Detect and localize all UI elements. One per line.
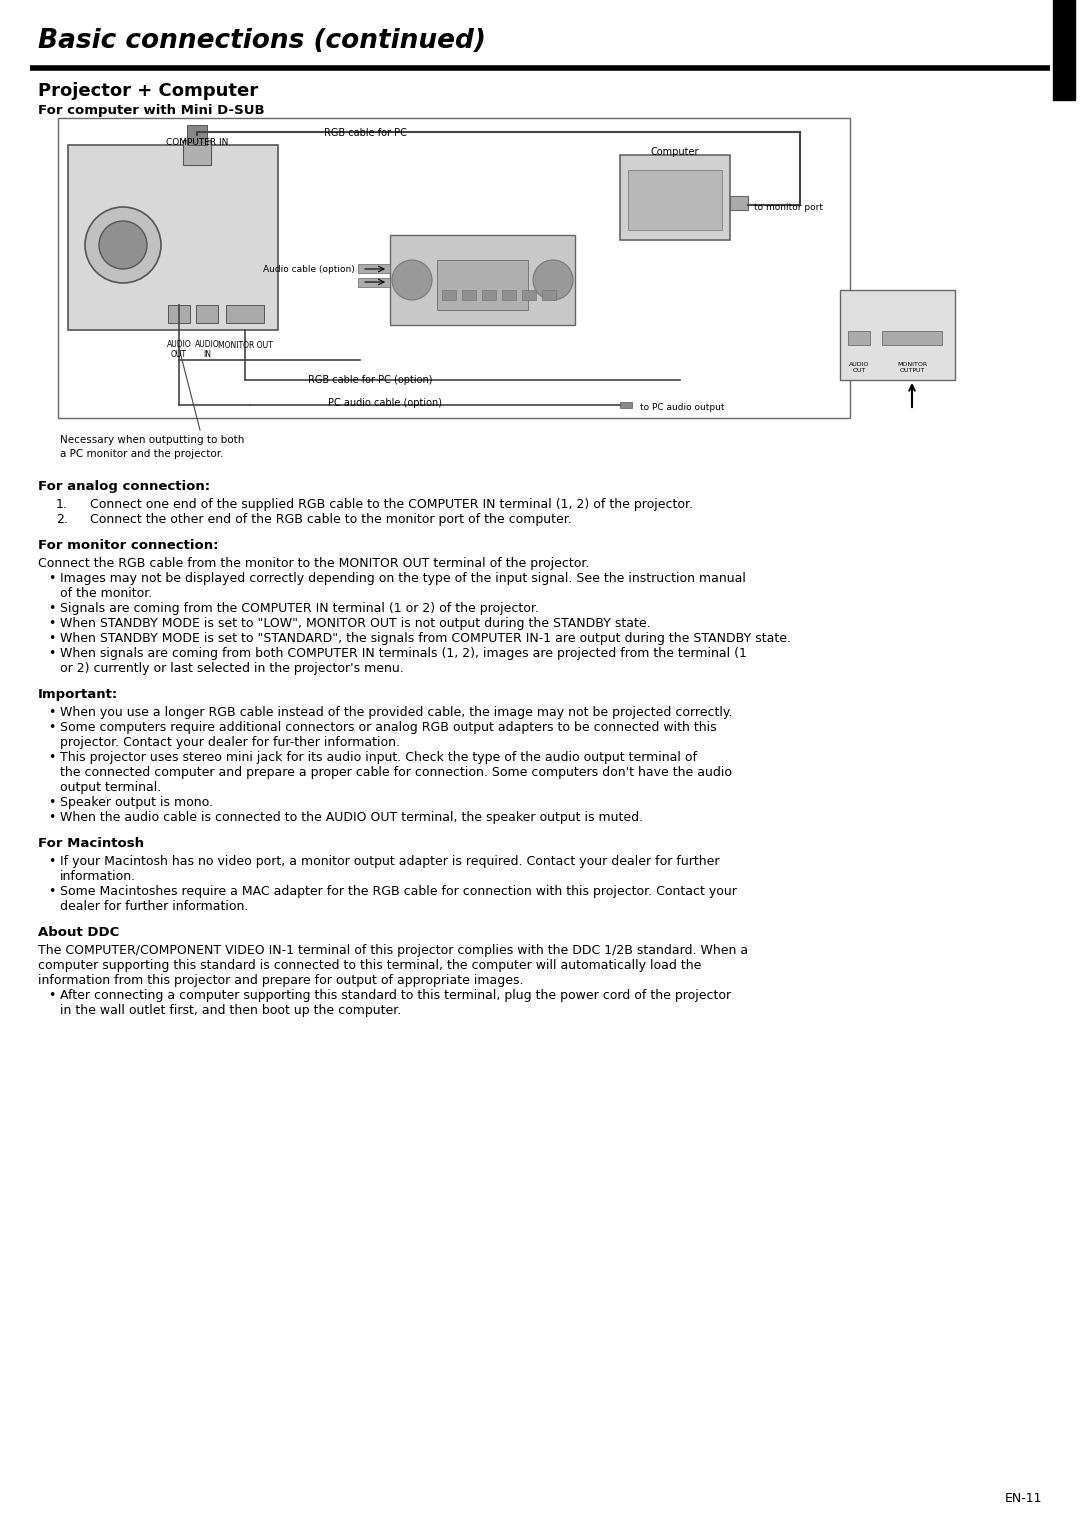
Text: After connecting a computer supporting this standard to this terminal, plug the : After connecting a computer supporting t…: [60, 989, 731, 1003]
Text: •: •: [48, 572, 55, 584]
Text: •: •: [48, 632, 55, 645]
Text: When the audio cable is connected to the AUDIO OUT terminal, the speaker output : When the audio cable is connected to the…: [60, 810, 643, 824]
Text: Speaker output is mono.: Speaker output is mono.: [60, 797, 213, 809]
Circle shape: [99, 221, 147, 269]
Bar: [195, 305, 218, 324]
Text: •: •: [48, 720, 55, 734]
Text: AUDIO
OUT: AUDIO OUT: [849, 362, 869, 372]
Text: output terminal.: output terminal.: [60, 781, 161, 794]
Text: •: •: [48, 989, 55, 1003]
Text: of the monitor.: of the monitor.: [60, 588, 152, 600]
Bar: [542, 290, 556, 301]
Bar: [882, 331, 942, 345]
Text: Important:: Important:: [38, 688, 118, 700]
Text: RGB cable for PC: RGB cable for PC: [324, 128, 406, 137]
Text: The COMPUTER/COMPONENT VIDEO IN-1 terminal of this projector complies with the D: The COMPUTER/COMPONENT VIDEO IN-1 termin…: [38, 945, 748, 957]
Text: Some computers require additional connectors or analog RGB output adapters to be: Some computers require additional connec…: [60, 720, 717, 734]
Text: Basic connections (continued): Basic connections (continued): [38, 27, 486, 53]
Text: or 2) currently or last selected in the projector's menu.: or 2) currently or last selected in the …: [60, 662, 404, 674]
Text: Computer: Computer: [651, 146, 699, 157]
Text: MONITOR
OUTPUT: MONITOR OUTPUT: [896, 362, 927, 372]
Text: PC audio cable (option): PC audio cable (option): [328, 398, 442, 407]
Circle shape: [85, 208, 161, 282]
Text: •: •: [48, 751, 55, 765]
Bar: [462, 290, 476, 301]
Text: COMPUTER IN: COMPUTER IN: [166, 137, 228, 146]
Bar: [442, 290, 456, 301]
Text: About DDC: About DDC: [38, 926, 119, 938]
Text: Connect the other end of the RGB cable to the monitor port of the computer.: Connect the other end of the RGB cable t…: [90, 513, 571, 526]
Text: When STANDBY MODE is set to "STANDARD", the signals from COMPUTER IN-1 are outpu: When STANDBY MODE is set to "STANDARD", …: [60, 632, 791, 645]
Text: to PC audio output: to PC audio output: [640, 403, 725, 412]
Text: If your Macintosh has no video port, a monitor output adapter is required. Conta: If your Macintosh has no video port, a m…: [60, 855, 719, 868]
Bar: [357, 278, 390, 287]
Text: Signals are coming from the COMPUTER IN terminal (1 or 2) of the projector.: Signals are coming from the COMPUTER IN …: [60, 601, 539, 615]
Text: When STANDBY MODE is set to "LOW", MONITOR OUT is not output during the STANDBY : When STANDBY MODE is set to "LOW", MONIT…: [60, 617, 650, 630]
Bar: [183, 140, 211, 165]
Text: For analog connection:: For analog connection:: [38, 481, 211, 493]
Text: MONITOR OUT: MONITOR OUT: [218, 340, 272, 349]
Text: •: •: [48, 810, 55, 824]
Text: For Macintosh: For Macintosh: [38, 836, 144, 850]
FancyBboxPatch shape: [68, 145, 278, 330]
Bar: [226, 305, 264, 324]
Text: •: •: [48, 601, 55, 615]
Text: Projector + Computer: Projector + Computer: [38, 82, 258, 101]
Text: Connect one end of the supplied RGB cable to the COMPUTER IN terminal (1, 2) of : Connect one end of the supplied RGB cabl…: [90, 497, 693, 511]
Text: •: •: [48, 797, 55, 809]
Text: AUDIO
OUT: AUDIO OUT: [166, 340, 191, 360]
Text: •: •: [48, 855, 55, 868]
Text: dealer for further information.: dealer for further information.: [60, 900, 248, 913]
Bar: [1053, 0, 1075, 101]
Text: the connected computer and prepare a proper cable for connection. Some computers: the connected computer and prepare a pro…: [60, 766, 732, 778]
Bar: [187, 125, 207, 145]
Bar: [620, 401, 632, 407]
Text: •: •: [48, 617, 55, 630]
Text: AUDIO
IN: AUDIO IN: [194, 340, 219, 360]
Text: RGB cable for PC (option): RGB cable for PC (option): [308, 375, 432, 385]
Bar: [168, 305, 190, 324]
Circle shape: [392, 259, 432, 301]
Bar: [58, 118, 850, 418]
Bar: [840, 290, 955, 380]
Bar: [482, 290, 496, 301]
Text: Some Macintoshes require a MAC adapter for the RGB cable for connection with thi: Some Macintoshes require a MAC adapter f…: [60, 885, 737, 897]
Text: When signals are coming from both COMPUTER IN terminals (1, 2), images are proje: When signals are coming from both COMPUT…: [60, 647, 747, 661]
Text: computer supporting this standard is connected to this terminal, the computer wi: computer supporting this standard is con…: [38, 958, 701, 972]
Bar: [522, 290, 536, 301]
Bar: [848, 331, 870, 345]
Bar: [502, 290, 516, 301]
Circle shape: [534, 259, 573, 301]
Text: Images may not be displayed correctly depending on the type of the input signal.: Images may not be displayed correctly de…: [60, 572, 746, 584]
Text: This projector uses stereo mini jack for its audio input. Check the type of the : This projector uses stereo mini jack for…: [60, 751, 697, 765]
Text: •: •: [48, 885, 55, 897]
Text: Necessary when outputting to both
a PC monitor and the projector.: Necessary when outputting to both a PC m…: [60, 435, 244, 459]
Text: information from this projector and prepare for output of appropriate images.: information from this projector and prep…: [38, 974, 524, 987]
Text: EN-11: EN-11: [1004, 1492, 1042, 1505]
Text: ENGLISH: ENGLISH: [1059, 224, 1069, 276]
FancyBboxPatch shape: [390, 235, 575, 325]
FancyBboxPatch shape: [620, 156, 730, 240]
Text: information.: information.: [60, 870, 136, 884]
Text: 2.: 2.: [56, 513, 68, 526]
Text: When you use a longer RGB cable instead of the provided cable, the image may not: When you use a longer RGB cable instead …: [60, 707, 732, 719]
Text: Connect the RGB cable from the monitor to the MONITOR OUT terminal of the projec: Connect the RGB cable from the monitor t…: [38, 557, 590, 571]
Bar: [437, 259, 528, 310]
Text: in the wall outlet first, and then boot up the computer.: in the wall outlet first, and then boot …: [60, 1004, 402, 1016]
Text: For computer with Mini D-SUB: For computer with Mini D-SUB: [38, 104, 265, 118]
Bar: [357, 264, 390, 273]
Text: For monitor connection:: For monitor connection:: [38, 539, 218, 552]
Text: Audio cable (option): Audio cable (option): [264, 266, 355, 275]
Text: to monitor port: to monitor port: [754, 203, 823, 212]
Text: •: •: [48, 707, 55, 719]
Text: •: •: [48, 647, 55, 661]
Text: 1.: 1.: [56, 497, 68, 511]
Bar: [627, 169, 723, 230]
Bar: [730, 195, 748, 211]
Text: projector. Contact your dealer for fur-ther information.: projector. Contact your dealer for fur-t…: [60, 736, 400, 749]
